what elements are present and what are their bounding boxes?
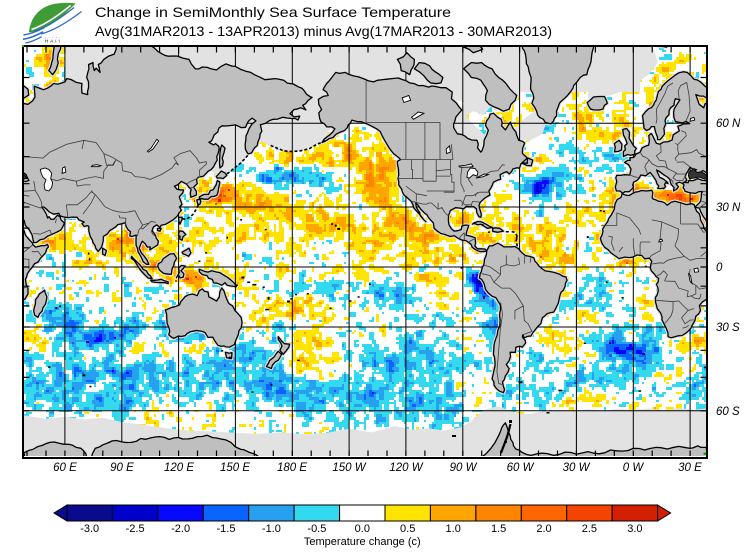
svg-text:60 N: 60 N [716,118,741,130]
svg-text:2.0: 2.0 [536,523,551,535]
svg-text:60 E: 60 E [53,462,77,474]
svg-text:120 W: 120 W [389,462,423,474]
svg-text:-1.0: -1.0 [262,523,281,535]
svg-text:-0.5: -0.5 [307,523,326,535]
svg-text:0.5: 0.5 [400,523,415,535]
svg-text:1.0: 1.0 [446,523,461,535]
svg-text:HAII: HAII [45,39,62,44]
svg-text:-2.0: -2.0 [171,523,190,535]
svg-text:0.0: 0.0 [355,523,370,535]
svg-text:0 W: 0 W [623,462,645,474]
svg-text:90 W: 90 W [450,462,478,474]
svg-text:150 E: 150 E [220,462,250,474]
svg-text:60 W: 60 W [507,462,535,474]
svg-text:-1.5: -1.5 [217,523,236,535]
svg-text:·····: ····· [45,35,63,40]
svg-text:Avg(31MAR2013 - 13APR2013) min: Avg(31MAR2013 - 13APR2013) minus Avg(17M… [95,23,552,39]
svg-text:3.0: 3.0 [627,523,642,535]
svg-text:Temperature change (c): Temperature change (c) [304,536,421,548]
svg-text:2.5: 2.5 [582,523,597,535]
svg-text:150 W: 150 W [332,462,366,474]
svg-text:120 E: 120 E [164,462,194,474]
svg-text:-3.0: -3.0 [80,523,99,535]
svg-text:1.5: 1.5 [491,523,506,535]
svg-text:Change in SemiMonthly Sea Surf: Change in SemiMonthly Sea Surface Temper… [95,4,451,20]
svg-text:60 S: 60 S [716,406,740,418]
svg-text:90 E: 90 E [110,462,134,474]
svg-text:180 E: 180 E [277,462,307,474]
svg-text:30 S: 30 S [716,322,740,334]
svg-text:30 W: 30 W [563,462,591,474]
svg-text:0: 0 [716,262,723,274]
svg-text:30 N: 30 N [716,202,741,214]
svg-text:30 E: 30 E [678,462,702,474]
svg-text:-2.5: -2.5 [126,523,145,535]
